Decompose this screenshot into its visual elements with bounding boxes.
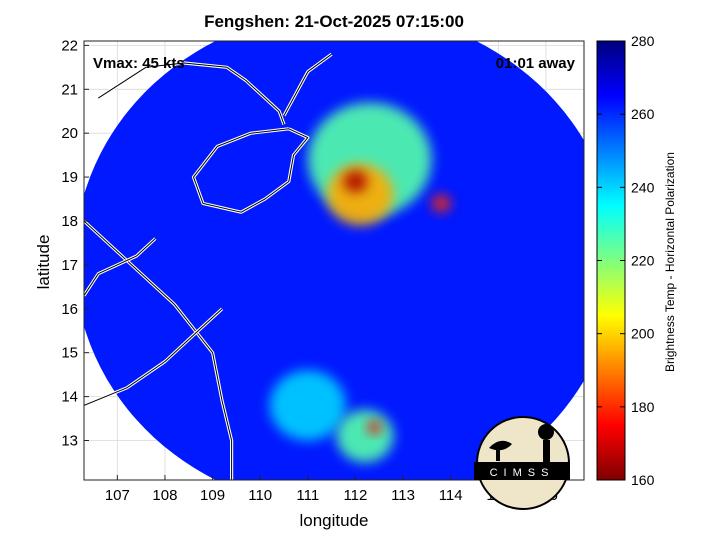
convection-feature (336, 409, 394, 463)
x-tick-label: 114 (439, 487, 463, 504)
y-tick-label: 19 (61, 169, 78, 186)
colorbar-tick-label: 200 (631, 326, 655, 342)
coastlines (84, 52, 333, 480)
x-tick-label: 107 (105, 487, 130, 504)
logo-text: CIMSS (490, 467, 555, 479)
y-tick-label: 21 (61, 81, 78, 98)
y-tick-label: 17 (61, 257, 78, 274)
y-tick-label: 20 (61, 125, 78, 142)
y-tick-label: 13 (61, 432, 78, 449)
colorbar-tick-label: 240 (631, 179, 655, 195)
microwave-swath (84, 41, 584, 480)
colorbar-tick-label: 160 (631, 472, 655, 488)
swath-disc (84, 41, 584, 480)
coastline (283, 53, 332, 116)
y-ticks: 13 14 15 16 17 18 19 20 21 22 (61, 37, 89, 449)
cimss-logo: CIMSS (474, 416, 570, 510)
plot-title: Fengshen: 21-Oct-2025 07:15:00 (204, 12, 464, 31)
convection-feature (326, 163, 394, 226)
brightness-features (269, 102, 451, 463)
x-tick-label: 112 (343, 487, 367, 504)
logo-dish-mount (496, 445, 500, 461)
y-tick-label: 22 (61, 37, 78, 54)
convection-feature (269, 370, 346, 441)
y-tick-label: 16 (61, 301, 78, 318)
x-axis-label: longitude (299, 511, 369, 530)
logo-water-tank (538, 424, 554, 440)
coastline (193, 128, 309, 213)
colorbar-tick-label: 280 (631, 33, 655, 49)
colorbar-tick-label: 220 (631, 253, 655, 269)
vmax-text: Vmax: 45 kts (93, 55, 185, 72)
colorbar-tick-label: 180 (631, 399, 655, 415)
convection-feature (343, 170, 368, 193)
logo-building (474, 462, 570, 480)
logo-tower (543, 440, 550, 465)
colorbar-tick-label: 260 (631, 106, 655, 122)
y-tick-label: 18 (61, 213, 78, 230)
x-tick-label: 110 (248, 487, 272, 504)
y-tick-label: 14 (61, 389, 78, 406)
time-away-text: 01:01 away (496, 55, 576, 72)
x-tick-label: 108 (152, 487, 177, 504)
axes-frame (83, 40, 585, 481)
convection-feature (431, 194, 451, 213)
x-tick-label: 113 (391, 487, 415, 504)
colorbar-ticks: 160 180 200 220 240 260 280 (597, 33, 655, 488)
x-tick-label: 109 (200, 487, 225, 504)
coastline (98, 62, 285, 125)
coastline (84, 308, 223, 406)
convection-feature (367, 420, 382, 434)
x-tick-label: 111 (296, 487, 319, 504)
logo-satellite-dish (489, 440, 512, 451)
coastline (84, 220, 233, 480)
y-tick-label: 15 (61, 345, 78, 362)
coastline (84, 238, 156, 296)
